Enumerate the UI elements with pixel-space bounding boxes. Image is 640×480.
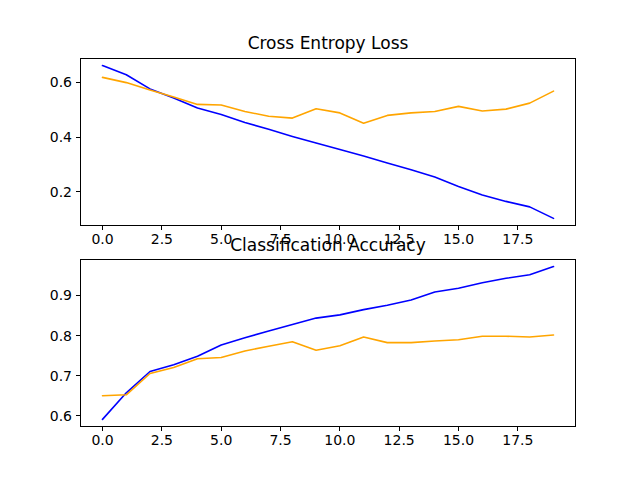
accuracy-y-tick (76, 415, 80, 416)
accuracy-blue-line (103, 267, 554, 420)
accuracy-x-tick-label: 12.5 (384, 433, 415, 447)
accuracy-plot-area (80, 259, 576, 427)
accuracy-y-tick-label: 0.8 (12, 329, 72, 343)
accuracy-x-tick-label: 2.5 (151, 433, 173, 447)
accuracy-y-tick-label: 0.7 (12, 369, 72, 383)
accuracy-y-tick-label: 0.6 (12, 409, 72, 423)
accuracy-axes-frame (81, 260, 576, 427)
accuracy-y-tick (76, 375, 80, 376)
accuracy-x-tick (399, 427, 400, 431)
accuracy-x-tick (458, 427, 459, 431)
accuracy-y-tick (76, 335, 80, 336)
accuracy-chart: Classification Accuracy 0.0 2.5 5.0 7.5 10.0… (0, 0, 640, 480)
accuracy-y-tick-label: 0.9 (12, 288, 72, 302)
accuracy-x-tick (280, 427, 281, 431)
accuracy-x-tick-label: 15.0 (443, 433, 474, 447)
accuracy-x-tick-label: 10.0 (324, 433, 355, 447)
accuracy-chart-title: Classification Accuracy (80, 235, 576, 255)
accuracy-x-tick (517, 427, 518, 431)
accuracy-x-tick-label: 7.5 (269, 433, 291, 447)
accuracy-y-tick (76, 295, 80, 296)
accuracy-x-tick (102, 427, 103, 431)
accuracy-x-tick-label: 17.5 (502, 433, 533, 447)
accuracy-x-tick-label: 0.0 (91, 433, 113, 447)
matplotlib-figure: Cross Entropy Loss 0.02.55.07.510.012.51… (0, 0, 640, 480)
accuracy-x-tick (161, 427, 162, 431)
accuracy-x-tick (339, 427, 340, 431)
accuracy-x-tick (221, 427, 222, 431)
accuracy-x-tick-label: 5.0 (210, 433, 232, 447)
